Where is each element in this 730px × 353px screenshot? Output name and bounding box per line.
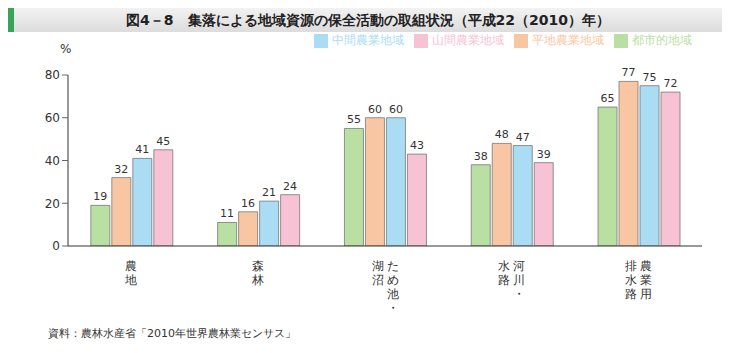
svg-text:川: 川	[513, 273, 525, 287]
svg-text:排: 排	[625, 259, 637, 273]
html-text:都市的地域: 都市的地域	[632, 33, 692, 47]
svg-text:湖: 湖	[372, 259, 384, 273]
svg-text:72: 72	[664, 77, 678, 90]
svg-text:森: 森	[252, 259, 264, 273]
svg-text:水: 水	[625, 273, 637, 287]
svg-text:24: 24	[283, 180, 297, 193]
svg-text:・: ・	[513, 287, 525, 301]
svg-text:40: 40	[45, 154, 60, 168]
html-text:平地農業地域: 平地農業地域	[532, 33, 604, 47]
svg-text:60: 60	[389, 103, 403, 116]
svg-text:・: ・	[387, 301, 399, 315]
html-text:山間農業地域: 山間農業地域	[432, 33, 504, 47]
svg-text:め: め	[387, 273, 399, 287]
html-text:資料：農林水産省「2010年世界農林業センサス」: 資料：農林水産省「2010年世界農林業センサス」	[48, 327, 296, 340]
svg-text:32: 32	[114, 163, 128, 176]
html-text:中間農業地域: 中間農業地域	[332, 33, 404, 47]
svg-text:47: 47	[516, 131, 530, 144]
svg-text:75: 75	[643, 71, 657, 84]
svg-text:河: 河	[513, 259, 525, 273]
svg-text:19: 19	[93, 190, 107, 203]
svg-text:0: 0	[52, 239, 60, 253]
svg-text:65: 65	[601, 92, 615, 105]
svg-text:水: 水	[498, 259, 510, 273]
svg-text:地: 地	[124, 273, 137, 287]
svg-text:農: 農	[640, 259, 652, 273]
html-text:図4－8 集落による地域資源の保全活動の取組状況（平成22（: 図4－8 集落による地域資源の保全活動の取組状況（平成22（2010）年）	[126, 12, 610, 28]
svg-text:16: 16	[241, 197, 255, 210]
svg-text:池: 池	[387, 287, 399, 301]
svg-text:48: 48	[495, 128, 509, 141]
svg-text:路: 路	[498, 273, 510, 287]
svg-text:45: 45	[156, 135, 170, 148]
svg-text:農: 農	[125, 259, 137, 273]
svg-text:60: 60	[45, 111, 60, 125]
svg-text:用: 用	[640, 287, 652, 301]
svg-text:20: 20	[45, 197, 60, 211]
svg-text:た: た	[387, 259, 399, 273]
svg-text:77: 77	[622, 66, 636, 79]
svg-text:55: 55	[347, 113, 361, 126]
svg-text:21: 21	[262, 186, 276, 199]
svg-text:41: 41	[135, 143, 149, 156]
svg-text:業: 業	[640, 273, 652, 287]
svg-text:林: 林	[251, 273, 264, 287]
svg-text:60: 60	[368, 103, 382, 116]
svg-text:80: 80	[45, 68, 60, 82]
svg-text:沼: 沼	[372, 273, 384, 287]
svg-text:11: 11	[220, 207, 234, 220]
svg-text:39: 39	[537, 148, 551, 161]
svg-text:43: 43	[410, 139, 424, 152]
svg-text:路: 路	[625, 287, 637, 301]
svg-text:38: 38	[474, 150, 488, 163]
